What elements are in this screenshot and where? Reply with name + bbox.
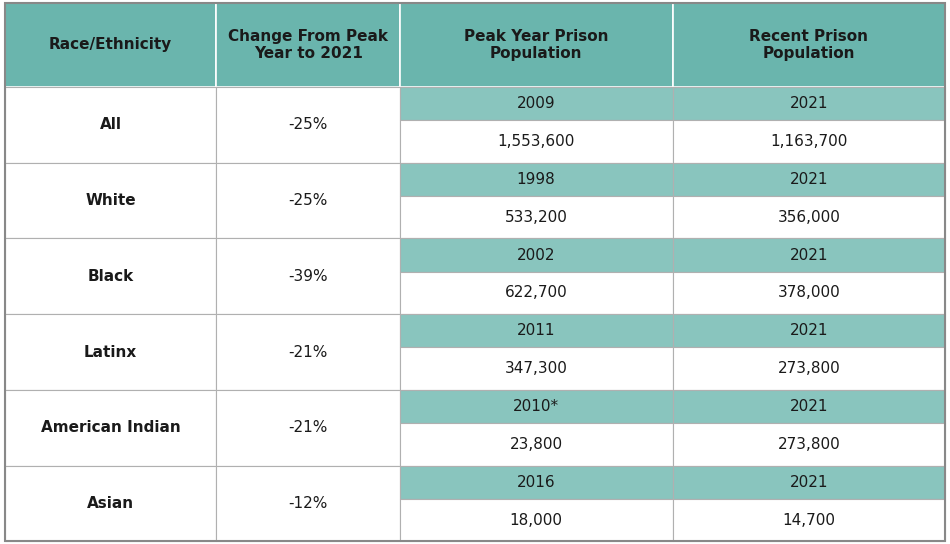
- Bar: [673, 466, 945, 499]
- Text: 2021: 2021: [789, 475, 828, 490]
- Bar: [217, 163, 400, 238]
- Bar: [400, 87, 673, 120]
- Text: 1,163,700: 1,163,700: [770, 134, 847, 149]
- Bar: [5, 314, 217, 390]
- Bar: [400, 3, 673, 87]
- Bar: [400, 196, 673, 238]
- Text: 1998: 1998: [517, 172, 556, 187]
- Bar: [673, 314, 945, 348]
- Bar: [673, 3, 945, 87]
- Text: Recent Prison
Population: Recent Prison Population: [750, 29, 868, 61]
- Text: American Indian: American Indian: [41, 420, 180, 435]
- Bar: [217, 3, 400, 87]
- Text: 2009: 2009: [517, 96, 556, 111]
- Bar: [673, 272, 945, 314]
- Text: 2021: 2021: [789, 399, 828, 414]
- Bar: [400, 390, 673, 423]
- Bar: [400, 423, 673, 466]
- Text: Black: Black: [87, 269, 134, 284]
- Text: 14,700: 14,700: [783, 512, 835, 528]
- Text: Peak Year Prison
Population: Peak Year Prison Population: [464, 29, 608, 61]
- Text: 356,000: 356,000: [777, 210, 841, 225]
- Text: 2021: 2021: [789, 323, 828, 338]
- Bar: [217, 466, 400, 541]
- Bar: [217, 238, 400, 314]
- Text: 2021: 2021: [789, 248, 828, 263]
- Bar: [5, 163, 217, 238]
- Bar: [673, 87, 945, 120]
- Text: Change From Peak
Year to 2021: Change From Peak Year to 2021: [228, 29, 388, 61]
- Bar: [673, 163, 945, 196]
- Bar: [400, 238, 673, 272]
- Text: 2002: 2002: [517, 248, 556, 263]
- Text: 378,000: 378,000: [777, 286, 840, 300]
- Bar: [5, 238, 217, 314]
- Bar: [673, 120, 945, 163]
- Text: Latinx: Latinx: [84, 344, 137, 360]
- Bar: [673, 348, 945, 390]
- Bar: [673, 196, 945, 238]
- Bar: [400, 272, 673, 314]
- Text: 2016: 2016: [517, 475, 556, 490]
- Text: 2021: 2021: [789, 172, 828, 187]
- Text: -21%: -21%: [289, 344, 328, 360]
- Bar: [673, 423, 945, 466]
- Text: 273,800: 273,800: [777, 361, 840, 376]
- Text: White: White: [86, 193, 136, 208]
- Text: 18,000: 18,000: [509, 512, 562, 528]
- Bar: [400, 120, 673, 163]
- Bar: [400, 499, 673, 541]
- Bar: [217, 314, 400, 390]
- Text: -12%: -12%: [289, 496, 328, 511]
- Bar: [5, 87, 217, 163]
- Bar: [400, 163, 673, 196]
- Bar: [5, 390, 217, 466]
- Text: All: All: [100, 118, 122, 132]
- Bar: [673, 499, 945, 541]
- Text: Race/Ethnicity: Race/Ethnicity: [49, 38, 172, 52]
- Bar: [217, 390, 400, 466]
- Text: 2021: 2021: [789, 96, 828, 111]
- Bar: [5, 466, 217, 541]
- Bar: [5, 3, 217, 87]
- Text: 2011: 2011: [517, 323, 556, 338]
- Bar: [400, 314, 673, 348]
- Text: 622,700: 622,700: [504, 286, 567, 300]
- Text: -39%: -39%: [288, 269, 328, 284]
- Text: 533,200: 533,200: [504, 210, 567, 225]
- Bar: [673, 238, 945, 272]
- Text: 2010*: 2010*: [513, 399, 560, 414]
- Bar: [400, 466, 673, 499]
- Text: -25%: -25%: [289, 193, 328, 208]
- Text: -21%: -21%: [289, 420, 328, 435]
- Text: 273,800: 273,800: [777, 437, 840, 452]
- Text: 1,553,600: 1,553,600: [498, 134, 575, 149]
- Text: Asian: Asian: [87, 496, 134, 511]
- Bar: [400, 348, 673, 390]
- Bar: [673, 390, 945, 423]
- Text: 23,800: 23,800: [509, 437, 562, 452]
- Text: 347,300: 347,300: [504, 361, 567, 376]
- Text: -25%: -25%: [289, 118, 328, 132]
- Bar: [217, 87, 400, 163]
